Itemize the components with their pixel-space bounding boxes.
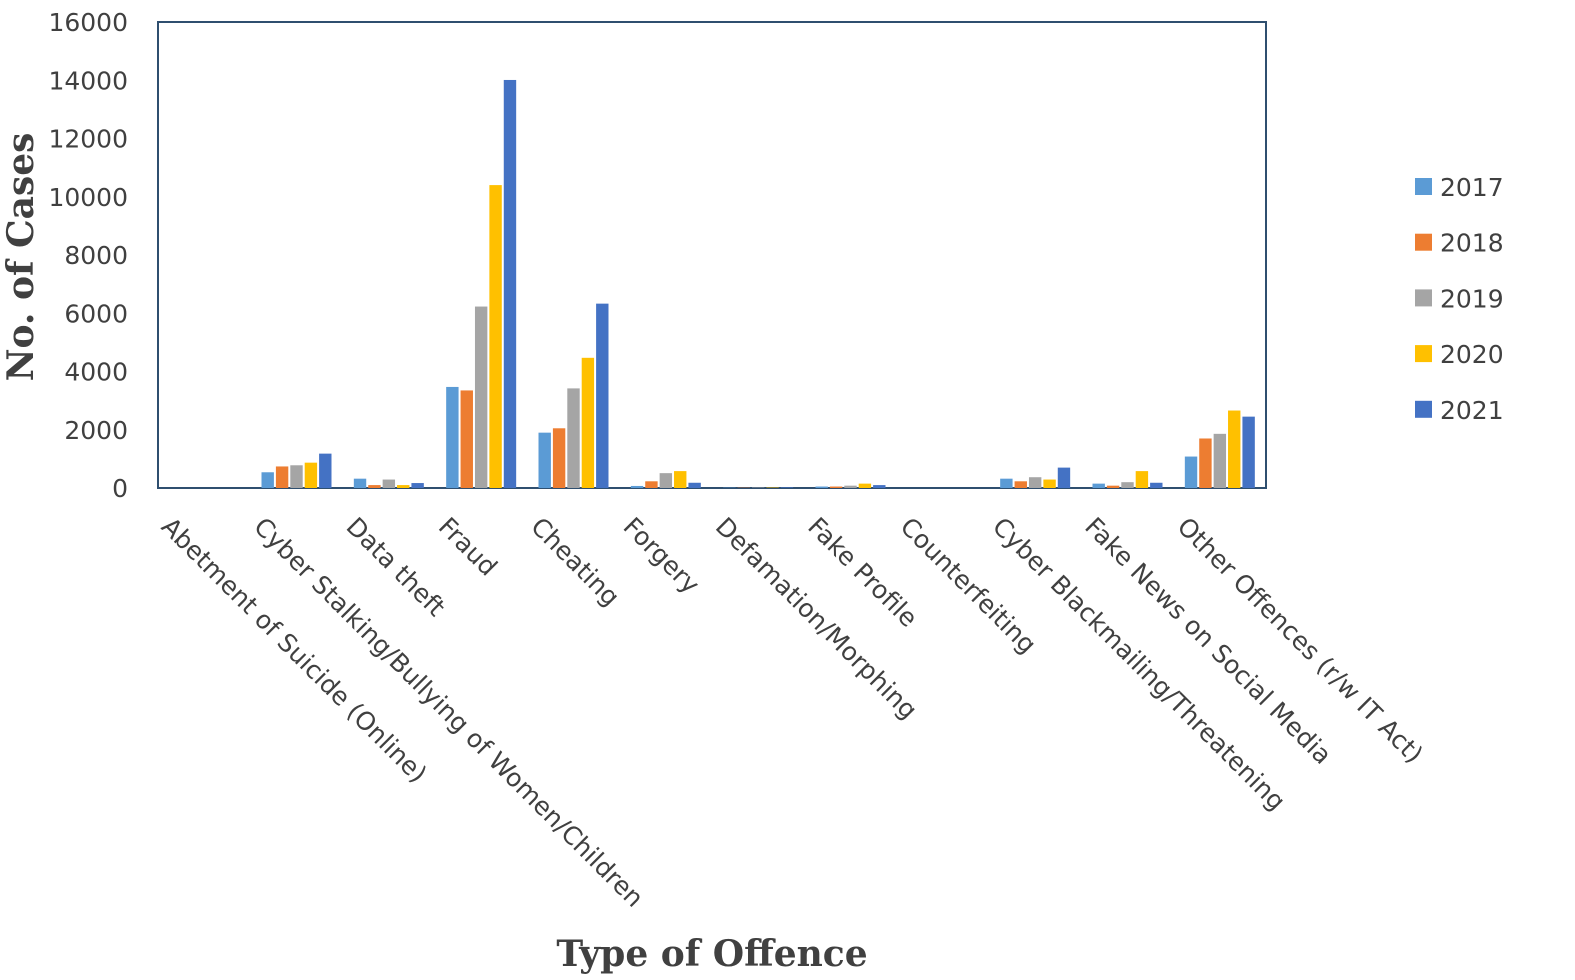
bar	[659, 473, 673, 488]
y-tick-label: 16000	[48, 8, 128, 37]
bar	[275, 466, 289, 488]
legend-label: 2018	[1440, 229, 1504, 258]
y-axis-title: No. of Cases	[0, 133, 42, 382]
legend-swatch	[1415, 400, 1432, 418]
y-tick-label: 10000	[48, 183, 128, 212]
bar	[1184, 456, 1198, 488]
bar	[844, 485, 857, 488]
x-tick-label: Fraud	[433, 512, 503, 582]
plot-frame	[157, 21, 1267, 489]
y-tick-label: 2000	[64, 416, 128, 445]
y-tick-label: 14000	[48, 66, 128, 95]
legend-swatch	[1415, 289, 1432, 307]
bar	[1150, 482, 1163, 488]
plot-area	[157, 21, 1267, 489]
x-axis-category-labels: Abetment of Suicide (Online)Cyber Stalki…	[156, 512, 1429, 913]
bar	[674, 471, 687, 488]
bar	[503, 79, 517, 489]
bar	[474, 306, 488, 488]
bar	[645, 481, 658, 488]
bar	[1092, 483, 1105, 488]
y-tick-label: 0	[112, 474, 128, 503]
y-axis-ticks: 0 2000 4000 6000 8000 10000 12000 14000 16000	[48, 8, 128, 503]
bar	[290, 465, 303, 488]
bar	[1057, 467, 1071, 488]
bar	[489, 185, 502, 488]
legend-label: 2019	[1440, 284, 1504, 313]
bar	[552, 428, 566, 488]
x-axis-title: Type of Offence	[556, 933, 867, 975]
bar	[858, 483, 872, 488]
bar	[460, 390, 473, 488]
bar	[353, 478, 367, 488]
bar	[1014, 481, 1027, 488]
y-tick-label: 4000	[64, 358, 128, 387]
bar	[304, 462, 318, 488]
bar	[411, 483, 424, 488]
bar	[397, 485, 410, 488]
bar	[873, 485, 886, 488]
bar	[1043, 479, 1056, 488]
legend-swatch	[1415, 233, 1432, 251]
bar	[446, 386, 459, 488]
bar	[319, 453, 332, 488]
bars	[261, 79, 1255, 489]
bar	[1000, 478, 1013, 488]
bar	[1028, 477, 1042, 488]
bar	[1106, 485, 1120, 488]
bar	[630, 485, 644, 488]
x-tick-label: Forgery	[618, 512, 706, 600]
y-tick-label: 12000	[48, 125, 128, 154]
bar	[261, 472, 274, 488]
legend-label: 2017	[1440, 173, 1504, 202]
bar	[581, 357, 595, 488]
legend: 2017 2018 2019 2020 2021	[1415, 173, 1504, 425]
bar	[1121, 482, 1134, 488]
bar	[829, 486, 843, 488]
x-tick-label: Cheating	[525, 512, 625, 612]
legend-label: 2021	[1440, 396, 1504, 425]
bar	[780, 487, 794, 488]
bar	[567, 388, 580, 488]
legend-swatch	[1415, 345, 1432, 363]
bar	[815, 486, 828, 488]
bar	[1228, 410, 1241, 488]
bar	[596, 303, 609, 488]
legend-swatch	[1415, 178, 1432, 195]
bar	[688, 482, 701, 488]
y-tick-label: 8000	[64, 241, 128, 270]
bar	[1135, 471, 1149, 488]
bar	[1242, 416, 1255, 488]
bar	[382, 479, 396, 488]
bar	[1213, 433, 1227, 488]
bar	[1199, 438, 1212, 488]
bar	[368, 485, 381, 488]
bar	[538, 432, 551, 488]
y-tick-label: 6000	[64, 299, 128, 328]
legend-label: 2020	[1440, 340, 1504, 369]
